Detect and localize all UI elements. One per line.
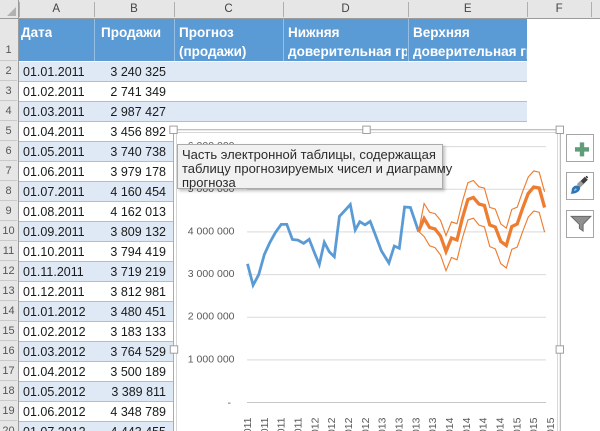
svg-text:01.10.2014: 01.10.2014 [495,417,507,431]
svg-text:01.07.2014: 01.07.2014 [478,417,490,431]
svg-text:1 000 000: 1 000 000 [188,353,235,365]
svg-text:01.10.2011: 01.10.2011 [293,417,305,431]
svg-text:3 000 000: 3 000 000 [188,268,235,280]
svg-text:2 000 000: 2 000 000 [188,311,235,323]
svg-text:01.01.2011: 01.01.2011 [242,417,254,431]
svg-text:01.04.2015: 01.04.2015 [528,417,540,431]
svg-text:01.07.2012: 01.07.2012 [343,417,355,431]
svg-text:01.04.2014: 01.04.2014 [461,417,473,431]
svg-text:4 000 000: 4 000 000 [188,225,235,237]
svg-text:01.10.2012: 01.10.2012 [360,417,372,431]
svg-text:01.07.2015: 01.07.2015 [545,417,557,431]
svg-text:01.04.2011: 01.04.2011 [259,417,271,431]
svg-text:-: - [228,397,232,409]
svg-text:01.07.2011: 01.07.2011 [276,417,288,431]
svg-text:01.04.2012: 01.04.2012 [326,417,338,431]
svg-text:01.01.2012: 01.01.2012 [309,417,321,431]
svg-text:01.01.2015: 01.01.2015 [511,417,523,431]
svg-text:01.01.2014: 01.01.2014 [444,417,456,431]
